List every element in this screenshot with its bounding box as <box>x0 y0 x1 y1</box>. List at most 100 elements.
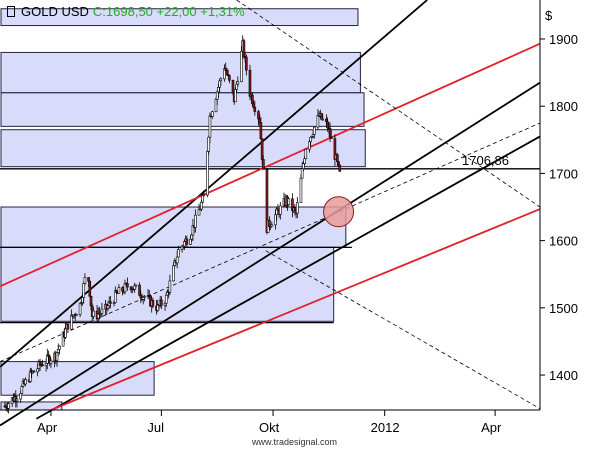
candle-body <box>268 219 271 228</box>
dashed-guide-line <box>0 122 541 362</box>
candle <box>75 313 78 316</box>
candle-body <box>321 118 325 121</box>
horizontal-levels <box>0 168 540 324</box>
y-tick-label: 1500 <box>549 301 578 316</box>
candle-body <box>214 99 218 113</box>
candle-body <box>163 302 167 306</box>
candle-body <box>248 69 252 97</box>
candle <box>177 245 180 258</box>
dashed-guide-line <box>236 0 541 208</box>
x-ticks: Apr Jul Okt 2012 Apr <box>37 410 502 435</box>
candle-body <box>15 398 19 402</box>
candle-body <box>236 81 240 85</box>
candle-body <box>24 379 27 385</box>
volume-profile-box <box>0 8 359 27</box>
trend-lines <box>0 0 541 427</box>
candle <box>66 323 70 333</box>
price-quote: C:1698,50 +22,00 +1,31% <box>92 4 245 19</box>
candle <box>32 370 36 373</box>
candle-body <box>117 287 121 294</box>
y-tick-label: 1600 <box>549 234 578 249</box>
candle-body <box>228 75 231 81</box>
candle-body <box>337 161 340 166</box>
candle <box>296 197 299 219</box>
last-close-label: 1706,86 <box>462 153 509 168</box>
candle-body <box>185 238 189 245</box>
candle <box>253 100 257 116</box>
candle <box>219 77 223 87</box>
candle <box>206 150 209 198</box>
candle-body <box>160 299 163 306</box>
candle-body <box>126 283 129 288</box>
candle-body <box>121 287 124 292</box>
candle <box>236 76 240 88</box>
candle-body <box>75 314 78 316</box>
candle <box>126 277 129 291</box>
candle-body <box>260 138 264 160</box>
candle-body <box>242 40 246 57</box>
candle-body <box>299 177 303 203</box>
candle-body <box>300 168 304 179</box>
candle-body <box>56 349 60 353</box>
candle <box>100 302 104 318</box>
candle <box>194 209 197 233</box>
candle-body <box>219 78 223 82</box>
candle-body <box>19 393 22 400</box>
instrument-name: GOLD USD <box>21 4 89 19</box>
candle <box>304 148 308 160</box>
candle-body <box>172 265 175 282</box>
candle-body <box>151 299 155 307</box>
candle-body <box>251 94 254 105</box>
candle-body <box>329 136 333 139</box>
candle-body <box>303 158 306 164</box>
candle-body <box>36 368 39 373</box>
candle <box>83 273 87 286</box>
trend-channel-line <box>0 42 541 288</box>
x-tick-label: Okt <box>259 420 280 435</box>
candle <box>242 38 246 60</box>
candle-body <box>325 118 328 123</box>
candle-body <box>326 121 329 129</box>
candle-body <box>55 352 59 361</box>
candle-body <box>309 136 312 143</box>
y-tick-label: 1900 <box>549 32 578 47</box>
candle <box>58 345 61 355</box>
candlestick-square-icon <box>7 6 15 17</box>
volume-profile-box <box>0 51 361 94</box>
candle-body <box>138 284 141 296</box>
candle-body <box>109 301 112 304</box>
y-ticks: 1400 1500 1600 1700 1800 1900 <box>540 32 578 383</box>
candle-body <box>218 80 221 88</box>
watermark: www.tradesignal.com <box>252 437 338 447</box>
y-tick-label: 1400 <box>549 368 578 383</box>
candle-body <box>302 163 305 169</box>
candle <box>143 295 146 302</box>
candle <box>202 190 206 197</box>
candle <box>15 396 19 408</box>
candle-body <box>258 118 261 123</box>
candle <box>312 126 316 139</box>
candle-body <box>336 154 339 163</box>
volume-profile <box>0 8 366 411</box>
candle-body <box>64 328 67 338</box>
candle-body <box>206 150 209 196</box>
candle-body <box>279 205 282 215</box>
y-tick-label: 1800 <box>549 99 578 114</box>
candle <box>279 201 282 220</box>
candle-body <box>81 297 84 303</box>
candle-body <box>296 202 299 214</box>
candle-body <box>215 91 219 100</box>
candle-body <box>20 386 24 394</box>
candle <box>287 198 291 207</box>
x-tick-label: Jul <box>147 420 164 435</box>
candle-body <box>183 241 186 247</box>
candle <box>117 284 121 294</box>
candle-body <box>208 115 212 138</box>
candle <box>329 130 333 139</box>
candle <box>321 114 325 121</box>
candle-body <box>106 305 110 309</box>
volume-profile-box <box>0 206 347 248</box>
candle-body <box>316 115 320 128</box>
candle-body <box>252 103 255 108</box>
